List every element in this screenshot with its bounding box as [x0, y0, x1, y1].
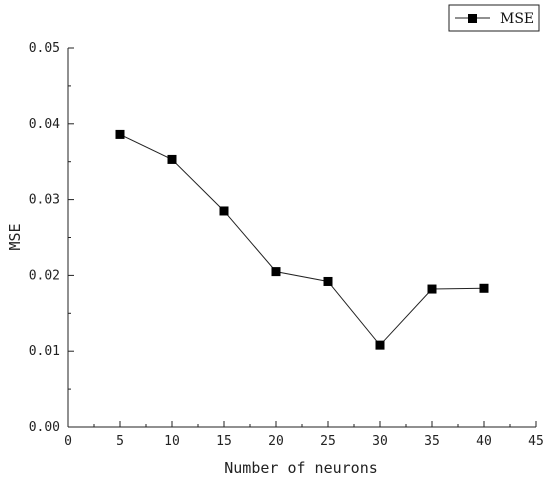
legend: MSE — [448, 4, 540, 32]
data-point — [375, 340, 385, 350]
y-tick-label: 0.01 — [29, 344, 60, 359]
data-point — [323, 276, 333, 286]
y-axis-title: MSE — [6, 223, 24, 250]
legend-marker — [468, 14, 477, 23]
data-point — [271, 267, 281, 277]
data-point — [427, 284, 437, 294]
x-tick-label: 30 — [372, 434, 388, 449]
y-tick-label: 0.04 — [29, 117, 60, 132]
axes — [67, 48, 536, 428]
y-tick-label: 0.02 — [29, 268, 60, 283]
y-tick-label: 0.03 — [29, 193, 60, 208]
series-line — [119, 133, 485, 346]
data-point — [167, 154, 177, 164]
legend-label: MSE — [500, 11, 534, 27]
x-tick-label: 25 — [320, 434, 336, 449]
x-tick-label: 0 — [64, 434, 72, 449]
x-tick-label: 10 — [164, 434, 180, 449]
x-tick-label: 40 — [476, 434, 492, 449]
data-point — [219, 206, 229, 216]
y-ticks: 0.00 0.01 0.02 0.03 0.04 0.05 — [29, 41, 74, 435]
x-tick-label: 45 — [528, 434, 544, 449]
x-tick-label: 20 — [268, 434, 284, 449]
data-point — [479, 283, 489, 293]
x-axis-title: Number of neurons — [224, 459, 378, 477]
x-ticks: 0 5 10 15 20 25 30 35 40 45 — [64, 421, 544, 449]
data-point — [115, 129, 125, 139]
plot-area — [115, 129, 489, 350]
y-tick-label: 0.05 — [29, 41, 60, 56]
y-tick-label: 0.00 — [29, 420, 60, 435]
x-tick-label: 35 — [424, 434, 440, 449]
x-tick-label: 15 — [216, 434, 232, 449]
x-tick-label: 5 — [116, 434, 124, 449]
